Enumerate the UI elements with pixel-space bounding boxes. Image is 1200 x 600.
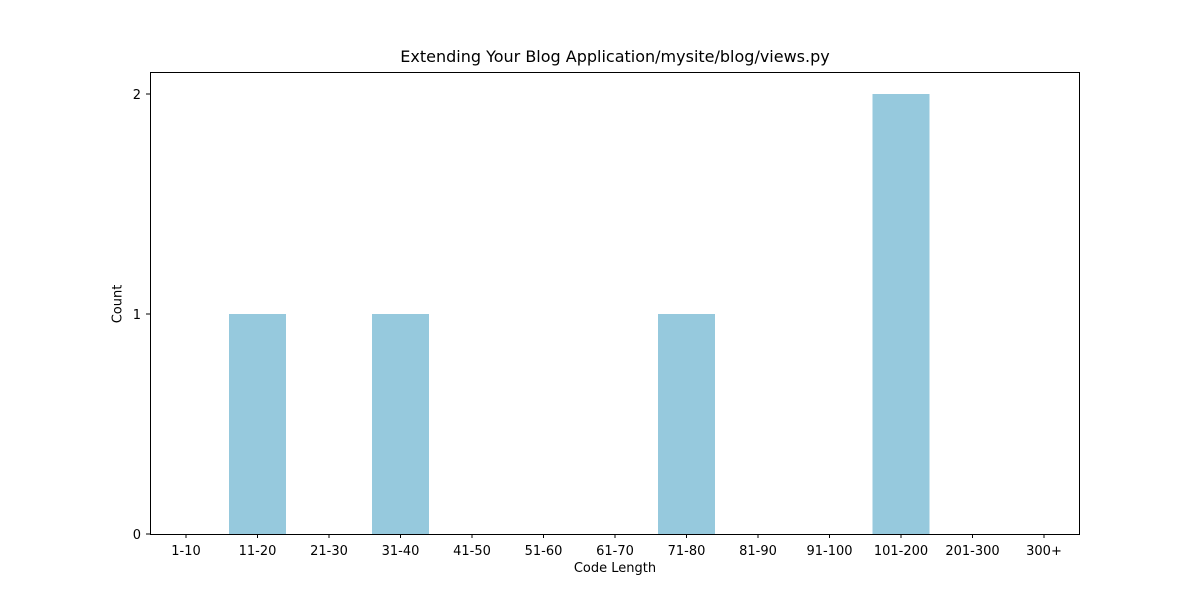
x-tick-label: 71-80: [668, 544, 706, 559]
x-axis-label: Code Length: [573, 561, 657, 576]
x-axis-ticks: 1-10 11-20 21-30 31-40 41-50 51-60 61-70 71-80 8…: [171, 534, 1062, 559]
x-tick-label: 11-20: [239, 544, 277, 559]
y-axis-ticks: 0 1 2: [133, 88, 150, 543]
x-tick-label: 101-200: [874, 544, 928, 559]
bar-101-200: [872, 94, 930, 534]
plot-frame: [150, 72, 1080, 535]
chart-title: Extending Your Blog Application/mysite/b…: [400, 47, 830, 66]
x-tick-label: 41-50: [453, 544, 491, 559]
x-tick-label: 81-90: [739, 544, 777, 559]
x-tick-label: 201-300: [945, 544, 999, 559]
bars-group: [229, 94, 930, 534]
x-tick-label: 300+: [1026, 544, 1062, 559]
bar-11-20: [229, 314, 286, 534]
x-tick-label: 91-100: [806, 544, 852, 559]
y-tick-label: 2: [133, 88, 141, 103]
x-tick-label: 21-30: [310, 544, 348, 559]
x-tick-label: 1-10: [171, 544, 201, 559]
x-tick-label: 51-60: [525, 544, 563, 559]
x-tick-label: 31-40: [382, 544, 420, 559]
y-tick-label: 1: [133, 308, 141, 323]
y-tick-label: 0: [133, 528, 141, 543]
bar-71-80: [658, 314, 715, 534]
bar-31-40: [372, 314, 429, 534]
x-tick-label: 61-70: [596, 544, 634, 559]
